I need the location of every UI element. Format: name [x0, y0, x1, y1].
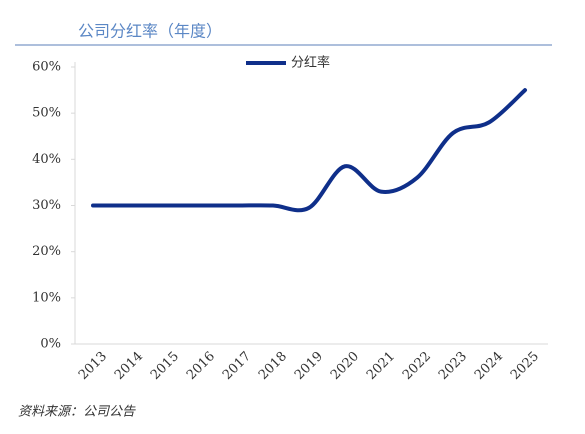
x-tick-label: 2023 — [436, 349, 470, 383]
x-tick-label: 2017 — [220, 349, 254, 383]
y-tick-label: 60% — [32, 60, 61, 75]
y-tick-label: 50% — [32, 106, 61, 121]
series-line — [91, 88, 527, 213]
x-tick-label: 2019 — [292, 349, 326, 383]
source-note: 资料来源：公司公告 — [18, 405, 136, 420]
x-tick-label: 2025 — [508, 349, 542, 383]
x-tick-label: 2013 — [76, 349, 110, 383]
x-tick-label: 2015 — [148, 349, 182, 383]
legend-label: 分红率 — [291, 55, 330, 71]
y-tick-label: 40% — [32, 152, 61, 167]
x-tick-label: 2018 — [256, 349, 290, 383]
y-tick-label: 30% — [32, 198, 61, 213]
x-tick-label: 2022 — [400, 349, 434, 383]
x-tick-label: 2016 — [184, 349, 218, 383]
x-tick-label: 2014 — [112, 349, 146, 383]
x-tick-label: 2021 — [364, 349, 398, 383]
chart-title: 公司分红率（年度） — [78, 22, 222, 41]
y-tick-label: 20% — [32, 244, 61, 259]
x-tick-label: 2020 — [328, 349, 362, 383]
x-tick-label: 2024 — [472, 349, 506, 383]
y-tick-label: 0% — [40, 337, 61, 352]
y-tick-label: 10% — [32, 290, 61, 305]
